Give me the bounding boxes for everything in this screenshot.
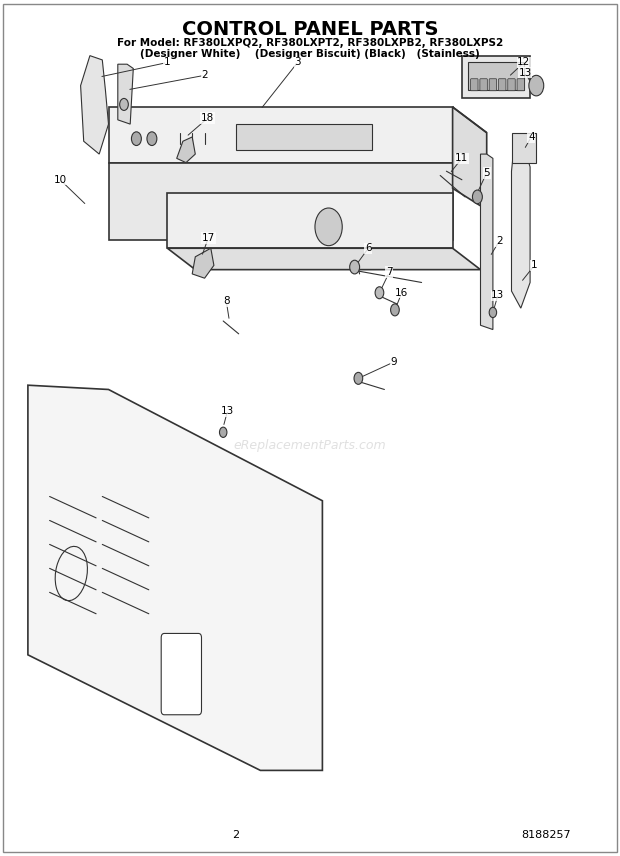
Circle shape [350, 260, 360, 274]
FancyBboxPatch shape [471, 79, 478, 91]
Circle shape [391, 304, 399, 316]
Polygon shape [118, 64, 133, 124]
Text: 1: 1 [164, 57, 171, 68]
Text: 6: 6 [365, 243, 371, 253]
Text: 11: 11 [455, 153, 469, 163]
Circle shape [147, 132, 157, 146]
Text: 13: 13 [518, 68, 532, 78]
Text: 3: 3 [294, 57, 301, 68]
Text: eReplacementParts.com: eReplacementParts.com [234, 438, 386, 452]
Circle shape [529, 75, 544, 96]
FancyBboxPatch shape [517, 79, 525, 91]
FancyBboxPatch shape [498, 79, 506, 91]
Text: 2: 2 [232, 829, 239, 840]
Text: 4: 4 [528, 132, 534, 142]
Polygon shape [28, 385, 322, 770]
Polygon shape [468, 62, 524, 90]
Polygon shape [192, 248, 214, 278]
Polygon shape [81, 56, 108, 154]
Circle shape [489, 307, 497, 318]
Text: 8188257: 8188257 [521, 829, 570, 840]
Text: 9: 9 [391, 357, 397, 367]
FancyBboxPatch shape [480, 79, 487, 91]
Polygon shape [480, 154, 493, 330]
Text: 17: 17 [202, 233, 215, 243]
Circle shape [375, 287, 384, 299]
Polygon shape [177, 137, 195, 163]
Text: 10: 10 [53, 175, 67, 185]
Text: 2: 2 [202, 70, 208, 80]
Polygon shape [236, 124, 372, 150]
Polygon shape [462, 56, 530, 98]
Circle shape [120, 98, 128, 110]
Circle shape [354, 372, 363, 384]
FancyBboxPatch shape [489, 79, 497, 91]
Text: 13: 13 [491, 290, 505, 300]
Circle shape [219, 427, 227, 437]
FancyBboxPatch shape [508, 79, 515, 91]
Polygon shape [512, 133, 536, 163]
Text: 12: 12 [517, 57, 531, 68]
Circle shape [315, 208, 342, 246]
Text: 1: 1 [531, 260, 538, 270]
Text: 2: 2 [496, 236, 502, 247]
Polygon shape [108, 163, 453, 240]
Text: 8: 8 [223, 296, 229, 306]
Polygon shape [512, 137, 530, 308]
Text: 16: 16 [395, 288, 409, 298]
Circle shape [472, 190, 482, 204]
Text: (Designer White)    (Designer Biscuit) (Black)   (Stainless): (Designer White) (Designer Biscuit) (Bla… [140, 49, 480, 59]
Polygon shape [167, 193, 453, 248]
Polygon shape [108, 107, 453, 163]
Text: 18: 18 [201, 113, 215, 123]
Text: 7: 7 [386, 267, 392, 277]
Polygon shape [453, 107, 487, 133]
Text: 5: 5 [484, 168, 490, 178]
Text: CONTROL PANEL PARTS: CONTROL PANEL PARTS [182, 21, 438, 39]
Text: 13: 13 [221, 406, 234, 416]
Polygon shape [453, 107, 487, 210]
FancyBboxPatch shape [161, 633, 202, 715]
Text: For Model: RF380LXPQ2, RF380LXPT2, RF380LXPB2, RF380LXPS2: For Model: RF380LXPQ2, RF380LXPT2, RF380… [117, 38, 503, 48]
Circle shape [131, 132, 141, 146]
Polygon shape [167, 248, 480, 270]
